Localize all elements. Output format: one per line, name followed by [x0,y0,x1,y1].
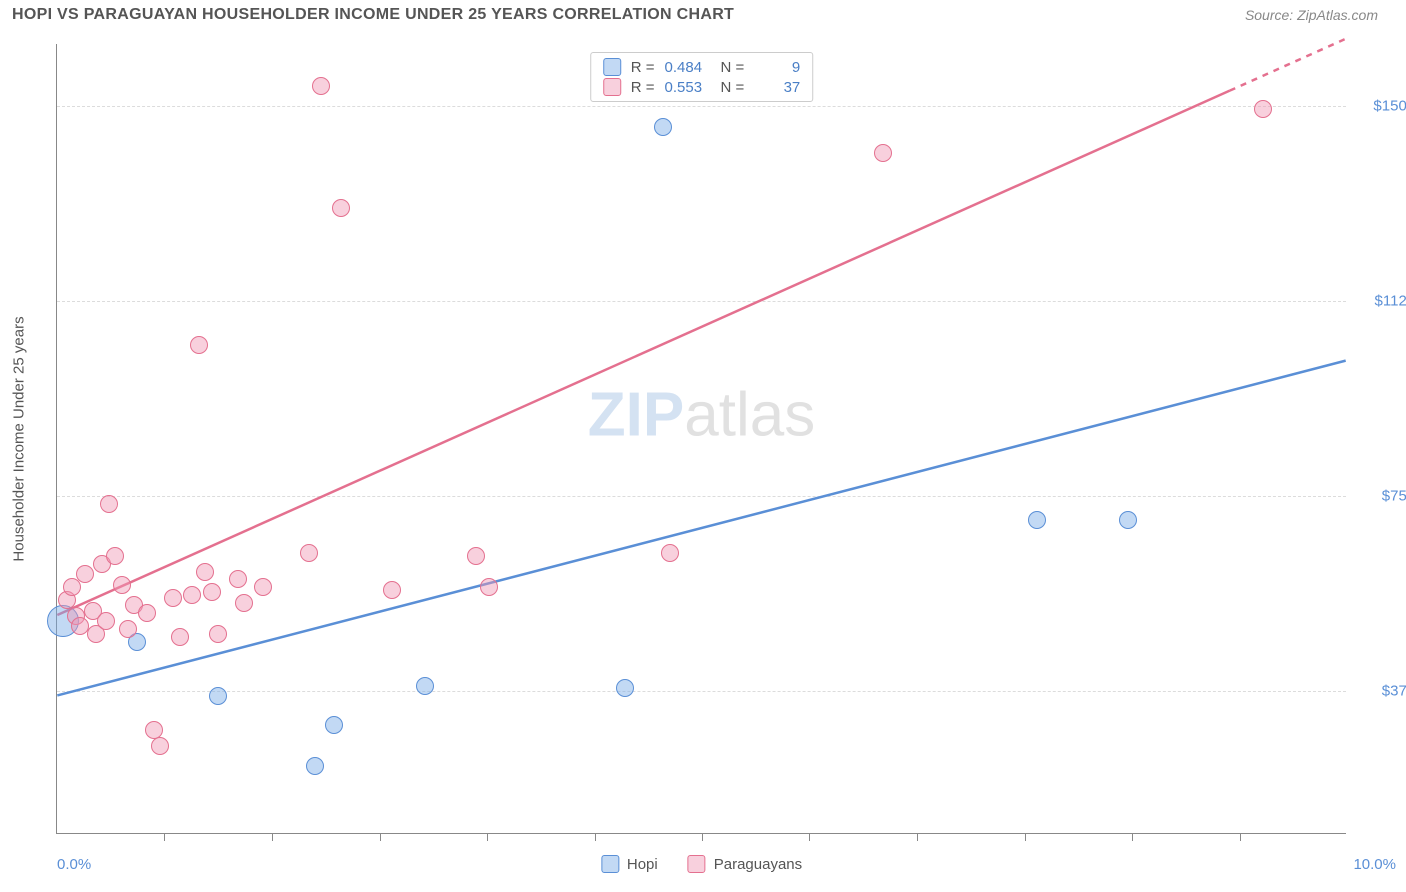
y-tick-label: $112,500 [1356,293,1406,310]
chart-title: HOPI VS PARAGUAYAN HOUSEHOLDER INCOME UN… [12,6,734,24]
data-point-paraguayans [480,578,498,596]
data-point-paraguayans [383,581,401,599]
data-point-hopi [416,677,434,695]
legend-swatch-hopi [601,855,619,873]
data-point-paraguayans [138,604,156,622]
chart-header: HOPI VS PARAGUAYAN HOUSEHOLDER INCOME UN… [0,0,1406,24]
data-point-paraguayans [164,589,182,607]
legend-label-paraguayans: Paraguayans [714,856,802,873]
data-point-paraguayans [183,586,201,604]
y-axis-title: Householder Income Under 25 years [11,316,28,561]
data-point-paraguayans [171,628,189,646]
data-point-hopi [1119,511,1137,529]
data-point-paraguayans [229,570,247,588]
r-value-hopi: 0.484 [665,59,711,76]
n-label: N = [721,79,745,96]
data-point-paraguayans [254,578,272,596]
x-tick [272,833,273,841]
data-point-paraguayans [97,612,115,630]
x-tick [917,833,918,841]
data-point-hopi [654,118,672,136]
data-point-paraguayans [119,620,137,638]
data-point-hopi [616,679,634,697]
x-tick [1240,833,1241,841]
legend-label-hopi: Hopi [627,856,658,873]
data-point-paraguayans [312,77,330,95]
x-axis-max-label: 10.0% [1353,856,1396,873]
data-point-paraguayans [300,544,318,562]
data-point-paraguayans [874,144,892,162]
x-tick [809,833,810,841]
data-point-paraguayans [151,737,169,755]
legend-series: Hopi Paraguayans [601,855,802,873]
n-value-paraguayans: 37 [754,79,800,96]
y-tick-label: $75,000 [1356,488,1406,505]
x-tick [595,833,596,841]
data-point-hopi [209,687,227,705]
data-point-paraguayans [203,583,221,601]
x-tick [1025,833,1026,841]
scatter-points [57,44,1346,833]
legend-swatch-hopi [603,58,621,76]
y-tick-label: $150,000 [1356,98,1406,115]
chart-source: Source: ZipAtlas.com [1245,7,1378,23]
legend-swatch-paraguayans [688,855,706,873]
legend-stats: R = 0.484 N = 9 R = 0.553 N = 37 [590,52,814,102]
n-value-hopi: 9 [754,59,800,76]
data-point-paraguayans [100,495,118,513]
legend-swatch-paraguayans [603,78,621,96]
data-point-paraguayans [661,544,679,562]
x-axis-min-label: 0.0% [57,856,91,873]
data-point-paraguayans [467,547,485,565]
data-point-paraguayans [106,547,124,565]
data-point-paraguayans [1254,100,1272,118]
legend-stats-row-hopi: R = 0.484 N = 9 [603,57,801,77]
data-point-paraguayans [196,563,214,581]
x-tick [164,833,165,841]
n-label: N = [721,59,745,76]
legend-item-paraguayans: Paraguayans [688,855,802,873]
legend-item-hopi: Hopi [601,855,658,873]
data-point-hopi [1028,511,1046,529]
data-point-paraguayans [209,625,227,643]
x-tick [702,833,703,841]
data-point-hopi [306,757,324,775]
r-label: R = [631,79,655,96]
x-tick [380,833,381,841]
data-point-paraguayans [76,565,94,583]
r-value-paraguayans: 0.553 [665,79,711,96]
x-tick [487,833,488,841]
data-point-paraguayans [113,576,131,594]
y-tick-label: $37,500 [1356,683,1406,700]
data-point-paraguayans [332,199,350,217]
data-point-hopi [325,716,343,734]
legend-stats-row-paraguayans: R = 0.553 N = 37 [603,77,801,97]
chart-area: Householder Income Under 25 years $37,50… [56,44,1346,834]
r-label: R = [631,59,655,76]
data-point-paraguayans [190,336,208,354]
x-tick [1132,833,1133,841]
data-point-paraguayans [235,594,253,612]
